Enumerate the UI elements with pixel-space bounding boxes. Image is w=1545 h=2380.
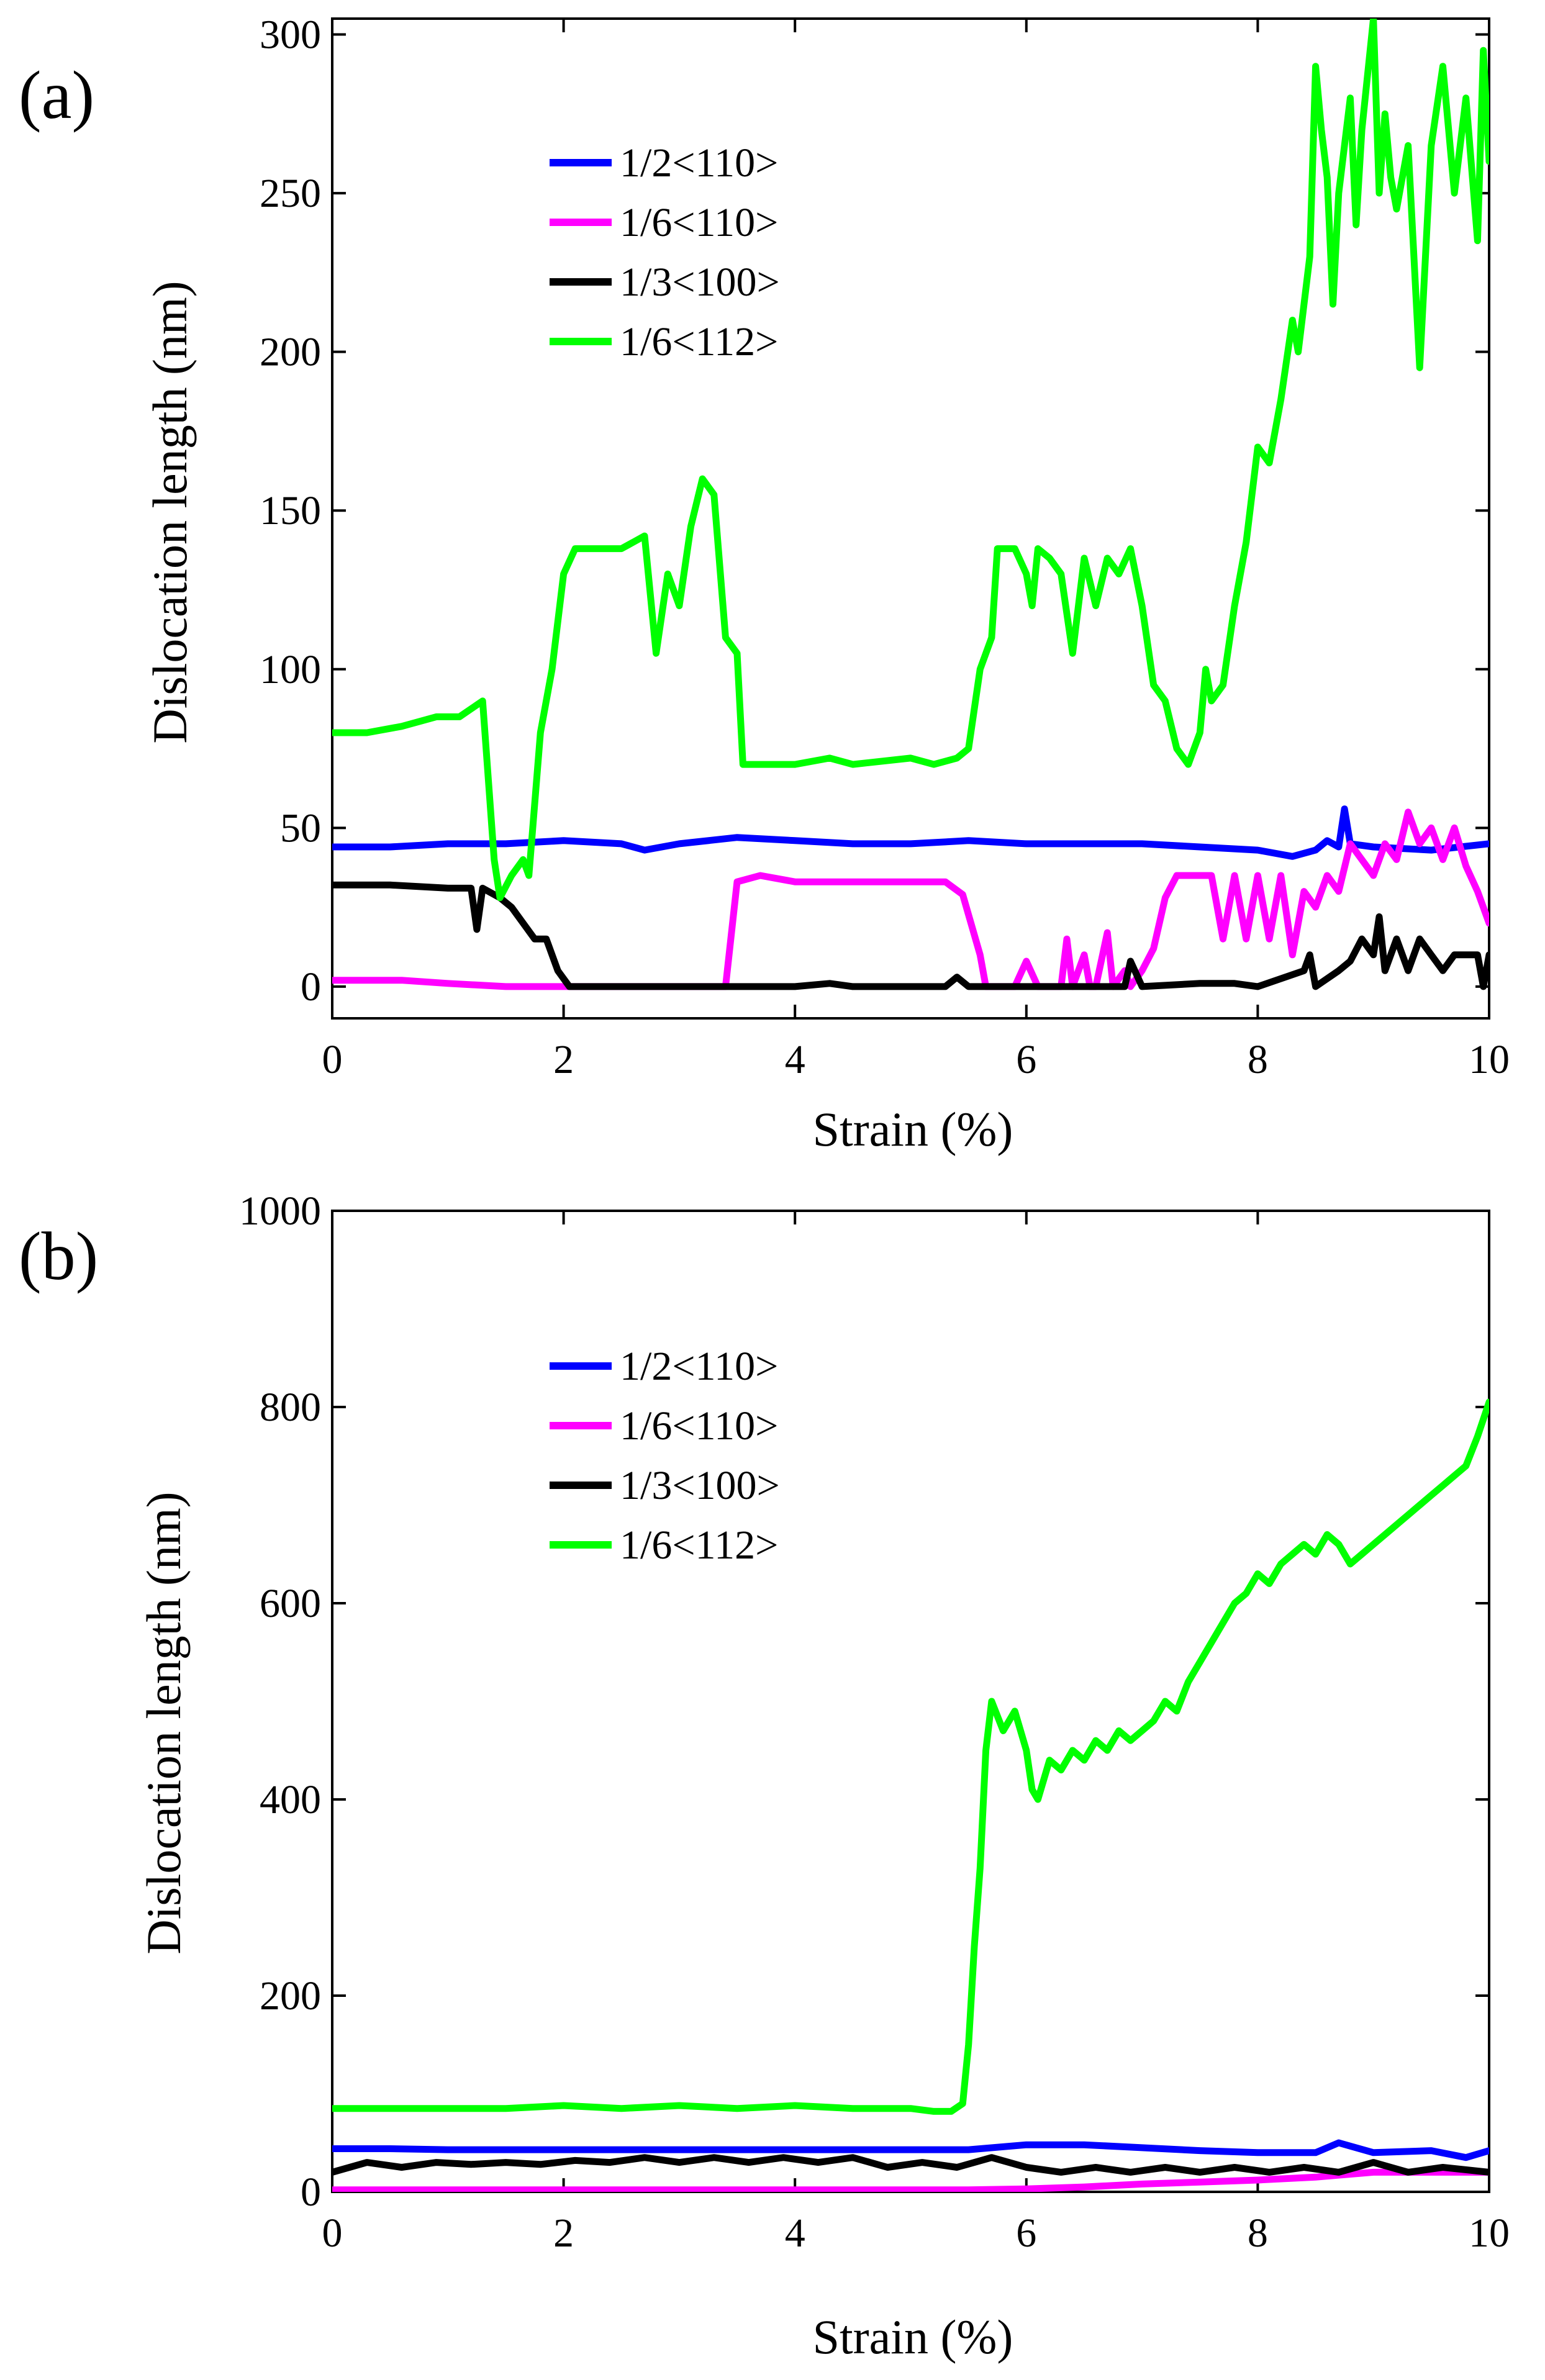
panel-a-ytick-label: 200 [260, 330, 321, 375]
panel-b-legend-label: 1/2<110> [620, 1344, 778, 1389]
panel-b-series-line-1-6-112 [332, 1398, 1489, 2115]
panel-b-xtick-label: 8 [1248, 2210, 1268, 2256]
panel-a-ytick-label: 50 [280, 805, 321, 851]
panel-a-ytick-label: 150 [260, 488, 321, 533]
panel-a-ytick-label: 0 [301, 964, 321, 1010]
panel-a-ytick-label: 300 [260, 12, 321, 58]
panel-a-xtick-label: 6 [1016, 1037, 1036, 1082]
panel-a: (a) Dislocation length (nm) Strain (%) 0… [19, 12, 1510, 1156]
panel-b-xtick-label: 6 [1016, 2210, 1036, 2256]
panel-b-series-line-1-3-100 [332, 2154, 1489, 2176]
panel-a-ytick-label: 250 [260, 171, 321, 216]
panel-b-series-line-1-6-110 [332, 2168, 1489, 2192]
panel-b-ytick-label: 0 [301, 2170, 321, 2215]
panel-b-series-line-1-2-110 [332, 2139, 1489, 2161]
panel-b-legend-label: 1/3<100> [620, 1463, 780, 1508]
panel-b-ytick-label: 400 [260, 1777, 321, 1822]
panel-a-axes-frame [331, 17, 1490, 1020]
panel-b-ytick-label: 200 [260, 1973, 321, 2019]
panel-a-xtick-label: 0 [322, 1037, 343, 1082]
panel-a-series-line-1-6-112 [332, 19, 1489, 902]
panel-b-legend-label: 1/6<112> [620, 1523, 778, 1568]
panel-a-plot-area: 0 2 4 6 8 100501001502002503001/2<110>1/6<110… [260, 12, 1510, 1082]
panel-b-xtick-label: 10 [1469, 2210, 1510, 2256]
panel-b: (b) Dislocation length (nm) Strain (%) 0… [19, 1188, 1510, 2364]
panel-a-ylabel: Dislocation length (nm) [143, 281, 197, 743]
panel-a-series-line-1-2-110 [332, 805, 1489, 860]
panel-b-xtick-label: 0 [322, 2210, 343, 2256]
panel-b-xlabel: Strain (%) [813, 2310, 1013, 2364]
panel-a-xtick-label: 8 [1248, 1037, 1268, 1082]
panel-b-legend-label: 1/6<110> [620, 1403, 778, 1449]
panel-b-label: (b) [19, 1218, 98, 1294]
panel-a-legend-label: 1/6<110> [620, 200, 778, 245]
panel-a-legend-label: 1/6<112> [620, 319, 778, 364]
panel-b-ytick-label: 800 [260, 1385, 321, 1430]
panel-a-ytick-label: 100 [260, 647, 321, 692]
panel-a-legend-label: 1/2<110> [620, 140, 778, 186]
panel-b-ytick-label: 1000 [239, 1188, 321, 1234]
panel-a-legend-label: 1/3<100> [620, 260, 780, 305]
panel-a-series-line-1-3-100 [332, 881, 1489, 990]
panel-b-ytick-label: 600 [260, 1581, 321, 1626]
panel-b-plot-area: 0 2 4 6 8 10 0 200 400 600 800 1000 1/2<110> 1/6<110>… [239, 1188, 1510, 2256]
panel-a-xtick-label: 2 [553, 1037, 574, 1082]
panel-a-label: (a) [19, 57, 94, 133]
panel-b-ylabel: Dislocation length (nm) [137, 1491, 191, 1954]
panel-a-series-line-1-6-110 [332, 808, 1489, 990]
panel-b-xtick-label: 2 [553, 2210, 574, 2256]
panel-a-xtick-label: 10 [1469, 1037, 1510, 1082]
panel-a-xtick-label: 4 [785, 1037, 805, 1082]
panel-b-xtick-label: 4 [785, 2210, 805, 2256]
panel-a-xlabel: Strain (%) [813, 1102, 1013, 1156]
